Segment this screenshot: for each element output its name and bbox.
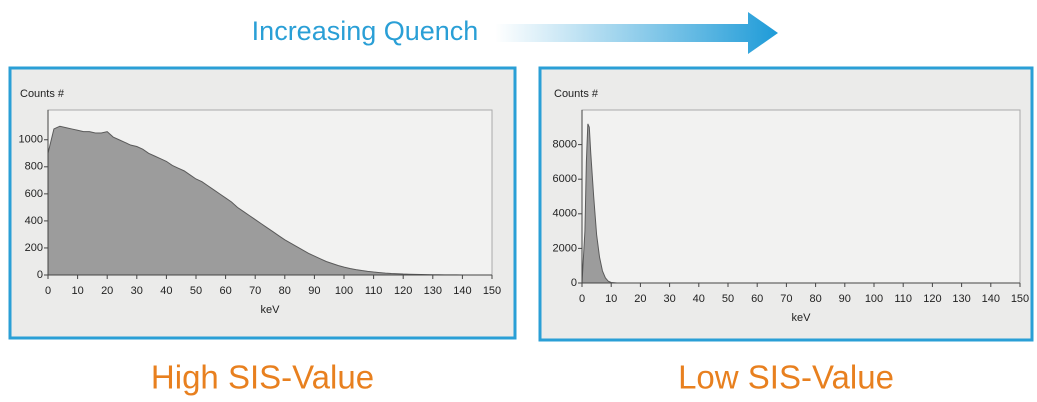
x-tick-label: 140 bbox=[982, 293, 1000, 305]
x-tick-label: 40 bbox=[160, 285, 172, 297]
x-tick-label: 50 bbox=[722, 293, 734, 305]
x-tick-label: 90 bbox=[839, 293, 851, 305]
area-line bbox=[47, 125, 492, 276]
y-axis-label: Counts # bbox=[20, 88, 65, 100]
x-tick-label: 140 bbox=[453, 285, 471, 297]
plot-area bbox=[581, 109, 1021, 284]
x-tick-label: 60 bbox=[219, 285, 231, 297]
y-tick-label: 800 bbox=[25, 161, 43, 173]
x-tick-label: 130 bbox=[424, 285, 442, 297]
y-tick-label: 400 bbox=[25, 215, 43, 227]
x-tick-label: 70 bbox=[780, 293, 792, 305]
x-tick-label: 150 bbox=[483, 285, 501, 297]
y-tick-label: 8000 bbox=[553, 139, 577, 151]
x-tick-label: 110 bbox=[894, 293, 912, 305]
x-tick-label: 100 bbox=[865, 293, 883, 305]
x-tick-label: 30 bbox=[131, 285, 143, 297]
area-fill bbox=[48, 126, 492, 275]
x-tick-label: 0 bbox=[45, 285, 51, 297]
x-tick-label: 30 bbox=[663, 293, 675, 305]
x-tick-label: 90 bbox=[308, 285, 320, 297]
x-tick-label: 70 bbox=[249, 285, 261, 297]
y-tick-label: 6000 bbox=[553, 173, 577, 185]
x-tick-label: 80 bbox=[809, 293, 821, 305]
x-tick-label: 40 bbox=[693, 293, 705, 305]
y-tick-label: 4000 bbox=[553, 208, 577, 220]
x-tick-label: 20 bbox=[634, 293, 646, 305]
x-tick-label: 10 bbox=[71, 285, 83, 297]
x-tick-label: 110 bbox=[365, 285, 383, 297]
area-line bbox=[581, 123, 1020, 284]
arrow bbox=[495, 12, 778, 54]
x-tick-label: 100 bbox=[335, 285, 353, 297]
x-tick-label: 120 bbox=[394, 285, 412, 297]
y-tick-label: 1000 bbox=[19, 134, 43, 146]
x-tick-label: 20 bbox=[101, 285, 113, 297]
x-axis-label: keV bbox=[792, 312, 812, 324]
y-tick-label: 600 bbox=[25, 188, 43, 200]
x-tick-label: 80 bbox=[279, 285, 291, 297]
y-tick-label: 2000 bbox=[553, 242, 577, 254]
x-tick-label: 50 bbox=[190, 285, 202, 297]
x-tick-label: 130 bbox=[952, 293, 970, 305]
caption: Low SIS-Value bbox=[678, 359, 894, 396]
x-tick-label: 150 bbox=[1011, 293, 1029, 305]
x-axis-label: keV bbox=[261, 304, 281, 316]
x-tick-label: 60 bbox=[751, 293, 763, 305]
y-tick-label: 0 bbox=[37, 269, 43, 281]
x-tick-label: 0 bbox=[579, 293, 585, 305]
x-tick-label: 10 bbox=[605, 293, 617, 305]
y-axis-label: Counts # bbox=[554, 88, 599, 100]
caption: High SIS-Value bbox=[151, 359, 374, 396]
x-tick-label: 120 bbox=[923, 293, 941, 305]
header: Increasing Quench bbox=[252, 16, 479, 46]
y-tick-label: 0 bbox=[571, 277, 577, 289]
y-tick-label: 200 bbox=[25, 242, 43, 254]
